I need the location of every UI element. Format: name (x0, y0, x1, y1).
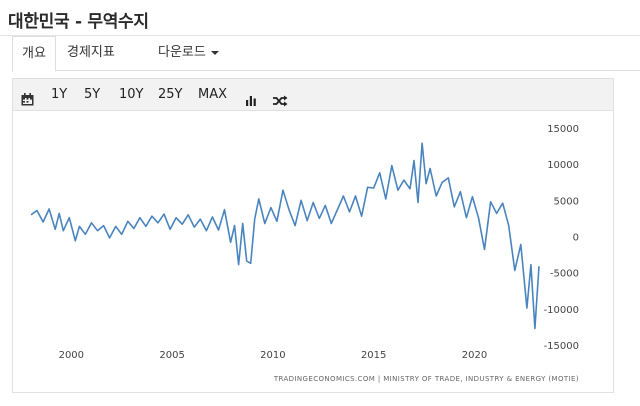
title-divider (0, 35, 640, 36)
page-title: 대한민국 - 무역수지 (8, 12, 149, 32)
chart-frame: 15000 10000 5000 0 -5000 -10000 -15000 2000 2005… (12, 111, 614, 393)
y-tick-label: -10000 (544, 305, 579, 316)
range-10y-button[interactable]: 10Y (119, 87, 144, 102)
x-tick-label: 2015 (361, 350, 386, 361)
range-max-button[interactable]: MAX (198, 87, 228, 102)
chart-toolbar: 1Y 5Y 10Y 25Y MAX (12, 78, 614, 111)
range-1y-button[interactable]: 1Y (51, 87, 68, 102)
series-line (30, 142, 540, 330)
caret-down-icon (210, 50, 219, 55)
x-tick-label: 2020 (462, 350, 487, 361)
y-tick-label: 15000 (547, 124, 579, 135)
bar-chart-icon[interactable] (245, 88, 257, 106)
shuffle-icon[interactable] (273, 88, 288, 107)
range-25y-button[interactable]: 25Y (158, 87, 183, 102)
y-tick-label: 10000 (547, 160, 579, 171)
chart-source: TRADINGECONOMICS.COM | MINISTRY OF TRADE… (273, 375, 579, 383)
trade-balance-chart: 15000 10000 5000 0 -5000 -10000 -15000 2000 2005… (30, 124, 579, 383)
calendar-icon[interactable] (21, 87, 34, 106)
tab-download[interactable]: 다운로드 (158, 36, 219, 71)
tab-download-label: 다운로드 (158, 45, 206, 60)
tab-economic-indicators[interactable]: 경제지표 (67, 45, 115, 60)
x-tick-label: 2005 (159, 350, 184, 361)
tab-overview[interactable]: 개요 (12, 36, 56, 72)
y-tick-label: -5000 (550, 269, 579, 280)
y-tick-label: 0 (573, 233, 579, 244)
x-tick-label: 2010 (260, 350, 285, 361)
tab-bar: 개요 경제지표 다운로드 (12, 36, 640, 72)
y-tick-label: -15000 (544, 341, 579, 352)
y-tick-label: 5000 (554, 196, 579, 207)
range-5y-button[interactable]: 5Y (84, 87, 101, 102)
x-tick-label: 2000 (59, 350, 84, 361)
